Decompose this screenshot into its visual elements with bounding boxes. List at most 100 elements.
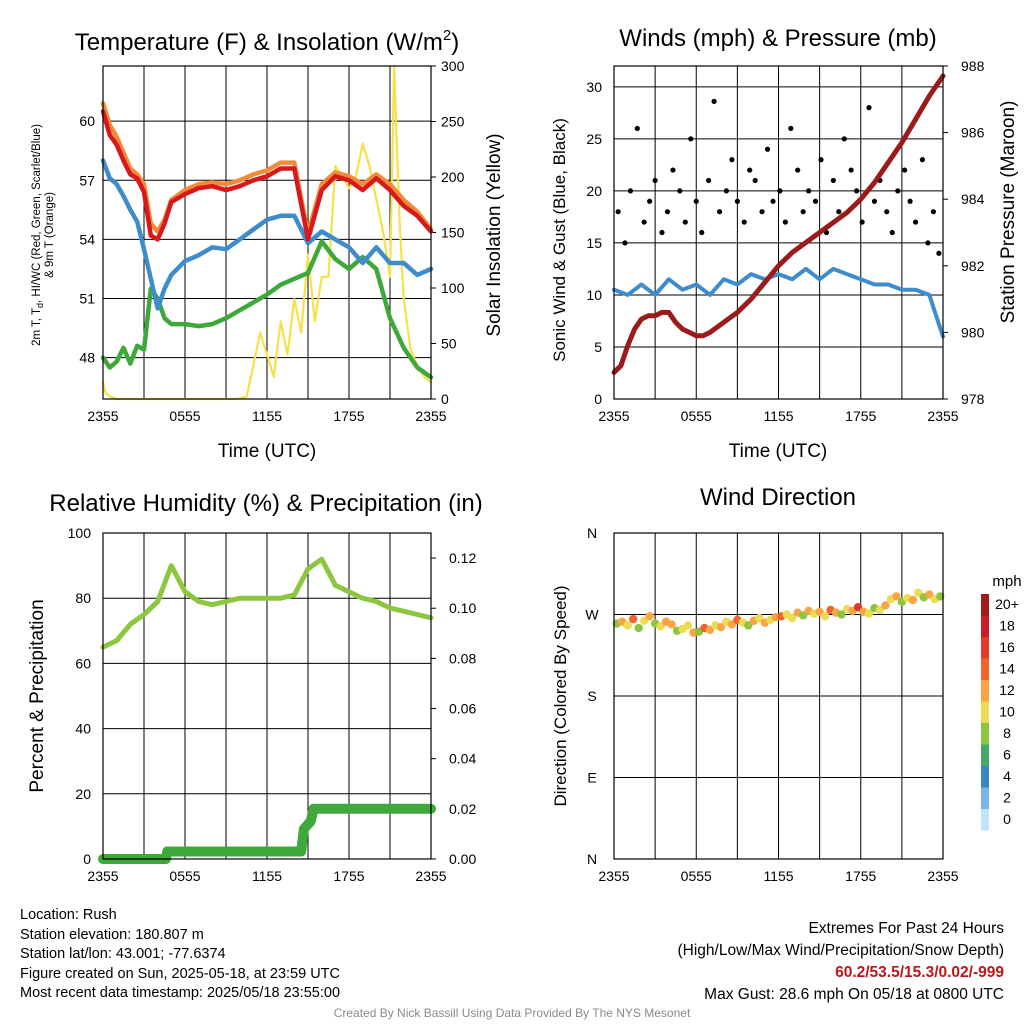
winds-gust-point (936, 250, 942, 256)
humidity-ytick-right-label: 0.00 (449, 851, 476, 867)
humidity-xtick-label: 0555 (169, 868, 200, 884)
winds-gust-point (752, 177, 758, 184)
winds-gust-point (677, 188, 683, 194)
direction-legend-label: 8 (1003, 725, 1011, 741)
humidity-xtick-label: 1155 (252, 868, 282, 884)
winds-gust-point (670, 167, 676, 173)
direction-legend-swatch (981, 658, 989, 680)
temperature-xlabel: Time (UTC) (218, 441, 317, 462)
humidity-ylabel-left: Percent & Precipitation (27, 599, 48, 792)
direction-point (623, 621, 632, 630)
direction-ytick-label: W (585, 607, 599, 623)
winds-series-sonic-wind (612, 266, 945, 339)
winds-gust-point (800, 209, 806, 215)
direction-point (936, 592, 945, 601)
extremes-subtitle: (High/Low/Max Wind/Precipitation/Snow De… (677, 942, 1005, 959)
winds-gust-point (788, 125, 794, 132)
humidity-ytick-right-label: 0.04 (449, 751, 476, 767)
winds-gust-point (770, 198, 776, 204)
winds-gust-point (764, 146, 771, 152)
temperature-ylabel-left: 2m T, Td, HI/WC (Red, Green, Scarlet/Blu… (31, 124, 56, 346)
winds-gust-point (734, 198, 740, 204)
temperature-ytick-label: 60 (79, 113, 95, 129)
winds-title: Winds (mph) & Pressure (mb) (619, 25, 936, 52)
station-elevation: Station elevation: 180.807 m (20, 926, 204, 943)
winds-ytick-right-label: 982 (961, 258, 985, 274)
winds-xtick-label: 1755 (845, 408, 876, 424)
temperature-ytick-right-label: 0 (441, 391, 449, 407)
winds-gust-point (854, 188, 860, 194)
winds-gust-point (711, 98, 717, 104)
direction-legend-label: 4 (1003, 768, 1011, 784)
direction-legend-swatch (981, 637, 989, 659)
direction-legend-label: 20+ (995, 596, 1019, 612)
winds-ylabel-right: Station Pressure (Maroon) (998, 101, 1019, 324)
winds-plot-border (613, 65, 944, 400)
winds-gust-point (693, 198, 699, 204)
direction-legend-label: 10 (999, 704, 1015, 720)
winds-gust-point (777, 188, 783, 194)
winds-xtick-label: 0555 (681, 408, 712, 424)
winds-gust-point (729, 157, 735, 163)
temperature-series-2m-t (100, 109, 434, 242)
winds-gust-point (664, 209, 671, 215)
humidity-plot-border (102, 532, 432, 860)
direction-title: Wind Direction (700, 484, 856, 511)
temperature-xtick-label: 2355 (415, 408, 446, 424)
temperature-ytick-right-label: 300 (441, 58, 465, 74)
humidity-xtick-label: 2355 (415, 868, 446, 884)
winds-gust-point (806, 188, 812, 194)
direction-ytick-label: N (587, 851, 597, 867)
winds-gust-point (627, 188, 634, 194)
winds-gust-point (716, 209, 723, 215)
winds-xtick-label: 2355 (598, 408, 629, 424)
winds-gust-point (902, 167, 908, 173)
direction-legend-label: 18 (999, 618, 1015, 634)
temperature-panel: Temperature (F) & Insolation (W/m2) 2m T… (31, 27, 505, 462)
winds-gust-point (741, 219, 747, 225)
direction-point (892, 592, 901, 601)
humidity-ytick-right-label: 0.10 (449, 600, 476, 616)
temperature-ytick-right-label: 100 (441, 280, 465, 296)
humidity-ytick-right-label: 0.02 (449, 801, 476, 817)
winds-gust-point (836, 209, 842, 215)
direction-ytick-label: S (587, 688, 596, 704)
winds-gust-point (659, 229, 665, 236)
direction-xtick-label: 1755 (845, 868, 876, 884)
direction-legend-label: 2 (1003, 790, 1011, 806)
winds-ytick-label: 5 (594, 339, 602, 355)
winds-gust-point (818, 157, 824, 163)
direction-ylabel-left: Direction (Colored By Speed) (551, 585, 570, 806)
winds-ytick-label: 25 (586, 131, 602, 147)
winds-gust-point (841, 136, 847, 142)
winds-ytick-label: 15 (586, 235, 602, 251)
temperature-ylabel-right: Solar Insolation (Yellow) (484, 133, 505, 336)
direction-ytick-label: N (587, 525, 597, 541)
winds-gust-point (866, 105, 872, 111)
temperature-xtick-label: 1755 (333, 408, 364, 424)
winds-gust-point (622, 240, 628, 246)
credit-line: Created By Nick Bassill Using Data Provi… (333, 1006, 691, 1020)
humidity-ytick-label: 100 (68, 525, 92, 541)
direction-point (908, 595, 918, 605)
winds-gust-point (615, 209, 621, 215)
direction-xtick-label: 2355 (927, 868, 958, 884)
temperature-ytick-right-label: 200 (441, 169, 465, 185)
winds-gust-point (705, 177, 712, 184)
temperature-ytick-label: 54 (79, 231, 95, 247)
max-gust: Max Gust: 28.6 mph On 05/18 at 0800 UTC (704, 986, 1004, 1003)
temperature-ytick-label: 48 (79, 350, 95, 366)
winds-ytick-label: 20 (586, 183, 602, 199)
humidity-series-precipitation (98, 803, 436, 864)
direction-xtick-label: 2355 (598, 868, 629, 884)
winds-gust-point (830, 177, 836, 184)
winds-ytick-right-label: 986 (961, 125, 985, 141)
direction-point (716, 622, 726, 632)
temperature-series-9m-t (100, 101, 434, 236)
winds-gust-point (747, 167, 753, 173)
humidity-ytick-right-label: 0.08 (449, 650, 476, 666)
direction-legend-swatch (981, 766, 989, 788)
winds-gust-point (795, 167, 801, 173)
extremes-title: Extremes For Past 24 Hours (808, 920, 1004, 937)
temperature-ytick-right-label: 50 (441, 336, 457, 352)
